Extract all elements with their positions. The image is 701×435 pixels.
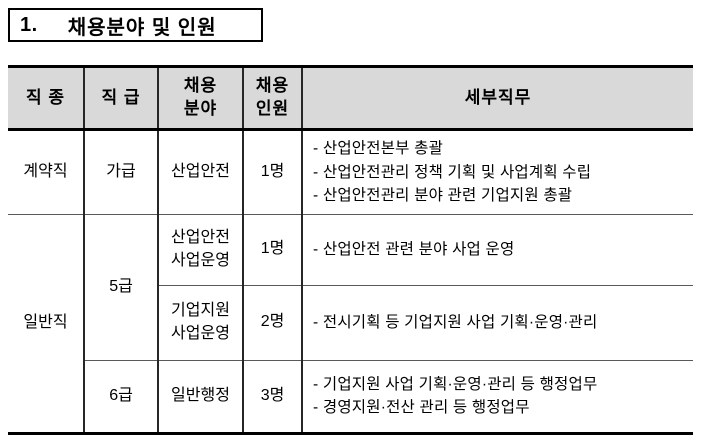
cell-duties: - 산업안전 관련 분야 사업 운영 bbox=[301, 214, 693, 286]
cell-field: 산업안전 사업운영 bbox=[157, 214, 243, 286]
section-title-box: 1. 채용분야 및 인원 bbox=[8, 8, 263, 42]
cell-duties: - 산업안전본부 총괄 - 산업안전관리 정책 기획 및 사업계획 수립 - 산… bbox=[301, 129, 693, 215]
table-row: 일반직 5급 산업안전 사업운영 1명 - 산업안전 관련 분야 사업 운영 bbox=[8, 214, 693, 435]
cell-count: 1명 bbox=[242, 214, 302, 286]
table-row: 6급 일반행정 3명 - 기업지원 사업 기획·운영·관리 등 행정업무 - 경… bbox=[8, 360, 693, 435]
cell-grade: 가급 bbox=[83, 129, 158, 215]
section-number: 1. bbox=[20, 13, 38, 36]
cell-job-type: 일반직 bbox=[8, 214, 84, 435]
header-job-type: 직 종 bbox=[8, 65, 84, 131]
header-count: 채용 인원 bbox=[242, 65, 302, 131]
cell-field: 기업지원 사업운영 bbox=[157, 285, 243, 361]
cell-count: 2명 bbox=[242, 285, 302, 361]
cell-count: 3명 bbox=[242, 360, 302, 435]
table-row: 기업지원 사업운영 2명 - 전시기획 등 기업지원 사업 기획·운영·관리 bbox=[8, 285, 693, 361]
cell-duties: - 전시기획 등 기업지원 사업 기획·운영·관리 bbox=[301, 285, 693, 361]
section-title: 채용분야 및 인원 bbox=[67, 16, 217, 39]
table-header-row: 직 종 직 급 채용 분야 채용 인원 세부직무 bbox=[8, 65, 693, 131]
cell-job-type: 계약직 bbox=[8, 129, 84, 215]
table-row: 계약직 가급 산업안전 1명 - 산업안전본부 총괄 - 산업안전관리 정책 기… bbox=[8, 129, 693, 215]
cell-grade: 6급 bbox=[83, 360, 158, 435]
cell-count: 1명 bbox=[242, 129, 302, 215]
header-duties: 세부직무 bbox=[301, 65, 693, 131]
header-grade: 직 급 bbox=[83, 65, 158, 131]
cell-field: 일반행정 bbox=[157, 360, 243, 435]
header-field: 채용 분야 bbox=[157, 65, 243, 131]
cell-field: 산업안전 bbox=[157, 129, 243, 215]
cell-grade: 5급 bbox=[83, 214, 158, 361]
cell-duties: - 기업지원 사업 기획·운영·관리 등 행정업무 - 경영지원·전산 관리 등… bbox=[301, 360, 693, 435]
recruitment-table: 직 종 직 급 채용 분야 채용 인원 세부직무 계약직 가급 산업안전 1명 … bbox=[8, 65, 693, 435]
